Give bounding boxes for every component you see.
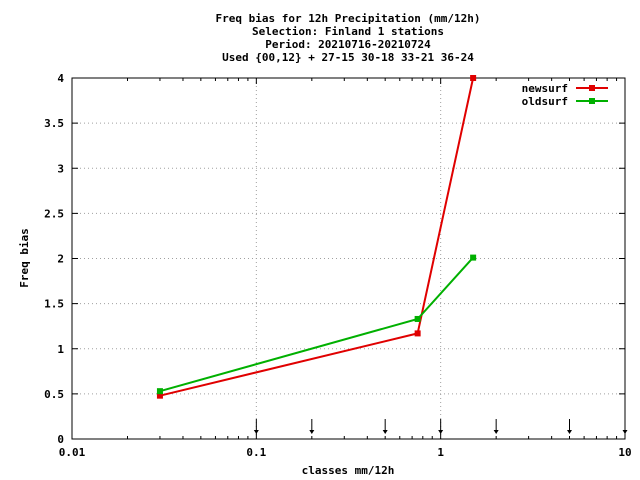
class-marker-arrowhead — [622, 430, 628, 434]
data-point-oldsurf — [414, 315, 421, 322]
y-tick-label: 3.5 — [44, 117, 64, 130]
title-line: Selection: Finland 1 stations — [252, 25, 444, 38]
class-marker-arrowhead — [382, 430, 388, 434]
data-point-oldsurf — [470, 254, 477, 261]
x-axis: 0.01 0.1 1 10 — [59, 78, 632, 459]
series-line-oldsurf — [159, 256, 474, 393]
data-point-newsurf — [470, 75, 477, 81]
legend-marker — [589, 98, 595, 104]
x-axis-label: classes mm/12h — [302, 464, 395, 477]
data-point-newsurf — [414, 330, 421, 337]
class-marker-arrowhead — [438, 430, 444, 434]
grid-lines — [72, 78, 625, 439]
y-tick-label: 4 — [57, 72, 64, 85]
y-tick-label: 0.5 — [44, 388, 64, 401]
x-tick-label: 0.1 — [246, 446, 266, 459]
x-tick-label: 0.01 — [59, 446, 86, 459]
legend-label: newsurf — [522, 82, 568, 95]
y-tick-label: 1 — [57, 343, 64, 356]
title-line: Used {00,12} + 27-15 30-18 33-21 36-24 — [222, 51, 474, 64]
y-axis-label: Freq bias — [18, 228, 31, 288]
y-tick-label: 1.5 — [44, 298, 64, 311]
class-marker-arrowhead — [493, 430, 499, 434]
class-marker-arrowhead — [567, 430, 573, 434]
y-tick-label: 2.5 — [44, 207, 64, 220]
y-axis: 0 0.5 1 1.5 2 2.5 3 3.5 4 — [44, 72, 625, 446]
x-tick-label: 1 — [437, 446, 444, 459]
class-marker-arrowhead — [253, 430, 259, 434]
class-markers — [253, 419, 628, 434]
legend-label: oldsurf — [522, 95, 568, 108]
y-tick-label: 0 — [57, 433, 64, 446]
y-tick-label: 3 — [57, 162, 64, 175]
chart-title: Freq bias for 12h Precipitation (mm/12h)… — [216, 12, 481, 64]
data-point-oldsurf — [156, 388, 163, 395]
y-tick-label: 2 — [57, 253, 64, 266]
title-line: Freq bias for 12h Precipitation (mm/12h) — [216, 12, 481, 25]
series-lines — [156, 75, 477, 399]
data-point-newsurf — [156, 392, 163, 399]
class-marker-arrowhead — [309, 430, 315, 434]
legend-marker — [589, 85, 595, 91]
title-line: Period: 20210716-20210724 — [265, 38, 431, 51]
x-tick-label: 10 — [618, 446, 631, 459]
